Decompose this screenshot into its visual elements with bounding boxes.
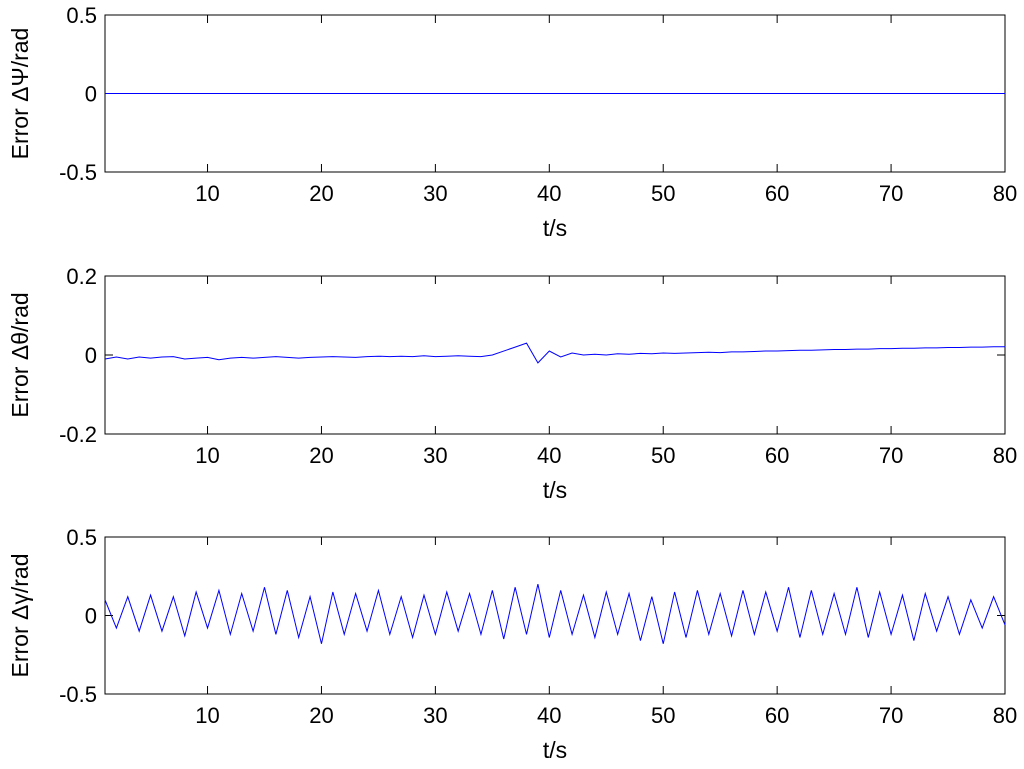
x-tick-label: 40 — [537, 443, 561, 468]
x-tick-label: 30 — [423, 181, 447, 206]
x-tick-label: 10 — [195, 181, 219, 206]
x-tick-label: 10 — [195, 703, 219, 728]
x-tick-label: 60 — [765, 443, 789, 468]
y-tick-label: 0.5 — [66, 3, 97, 28]
x-tick-label: 20 — [309, 181, 333, 206]
series-group — [104, 583, 1006, 644]
x-tick-label: 80 — [993, 443, 1017, 468]
panel-pitch: 10 20 30 40 50 60 70 80 -0.2 0 0.2 t/s Error Δθ/r… — [7, 264, 1017, 503]
x-ticks: 10 20 30 40 50 60 70 80 — [195, 537, 1017, 728]
x-tick-label: 20 — [309, 703, 333, 728]
y-tick-label: -0.5 — [59, 160, 97, 185]
x-tick-label: 70 — [879, 181, 903, 206]
y-tick-label: 0 — [85, 604, 97, 629]
y-tick-label: 0 — [85, 343, 97, 368]
y-axis-label: Error Δγ/rad — [7, 554, 33, 678]
y-tick-label: -0.5 — [59, 682, 97, 707]
x-tick-label: 20 — [309, 443, 333, 468]
y-tick-label: 0.2 — [66, 264, 97, 289]
x-tick-label: 50 — [651, 703, 675, 728]
x-tick-label: 40 — [537, 703, 561, 728]
x-tick-label: 30 — [423, 443, 447, 468]
x-tick-label: 60 — [765, 181, 789, 206]
x-tick-label: 50 — [651, 181, 675, 206]
x-tick-label: 50 — [651, 443, 675, 468]
x-tick-label: 10 — [195, 443, 219, 468]
x-tick-label: 80 — [993, 181, 1017, 206]
x-ticks: 10 20 30 40 50 60 70 80 — [195, 15, 1017, 206]
y-tick-label: 0.5 — [66, 525, 97, 550]
y-tick-label: -0.2 — [59, 422, 97, 447]
x-ticks: 10 20 30 40 50 60 70 80 — [195, 276, 1017, 468]
x-tick-label: 70 — [879, 703, 903, 728]
x-tick-label: 70 — [879, 443, 903, 468]
y-axis-label: Error Δθ/rad — [7, 292, 33, 417]
series-line — [104, 583, 1006, 644]
plot-frame — [104, 275, 1006, 435]
panel-yaw: 10 20 30 40 50 60 70 80 -0.5 0 0.5 t/s Error ΔΨ/r… — [7, 3, 1017, 241]
y-tick-label: 0 — [85, 82, 97, 107]
y-ticks: -0.5 0 0.5 — [59, 525, 1005, 707]
series-group — [104, 342, 1005, 364]
x-axis-label: t/s — [543, 737, 567, 763]
x-tick-label: 60 — [765, 703, 789, 728]
x-tick-label: 40 — [537, 181, 561, 206]
series-line — [104, 342, 1005, 364]
panel-roll: 10 20 30 40 50 60 70 80 -0.5 0 0.5 t/s Error Δγ/r… — [7, 525, 1017, 763]
y-ticks: -0.5 0 0.5 — [59, 3, 1005, 185]
y-ticks: -0.2 0 0.2 — [59, 264, 1005, 447]
y-axis-label: Error ΔΨ/rad — [7, 28, 33, 160]
x-tick-label: 80 — [993, 703, 1017, 728]
x-axis-label: t/s — [543, 477, 567, 503]
x-axis-label: t/s — [543, 215, 567, 241]
x-tick-label: 30 — [423, 703, 447, 728]
